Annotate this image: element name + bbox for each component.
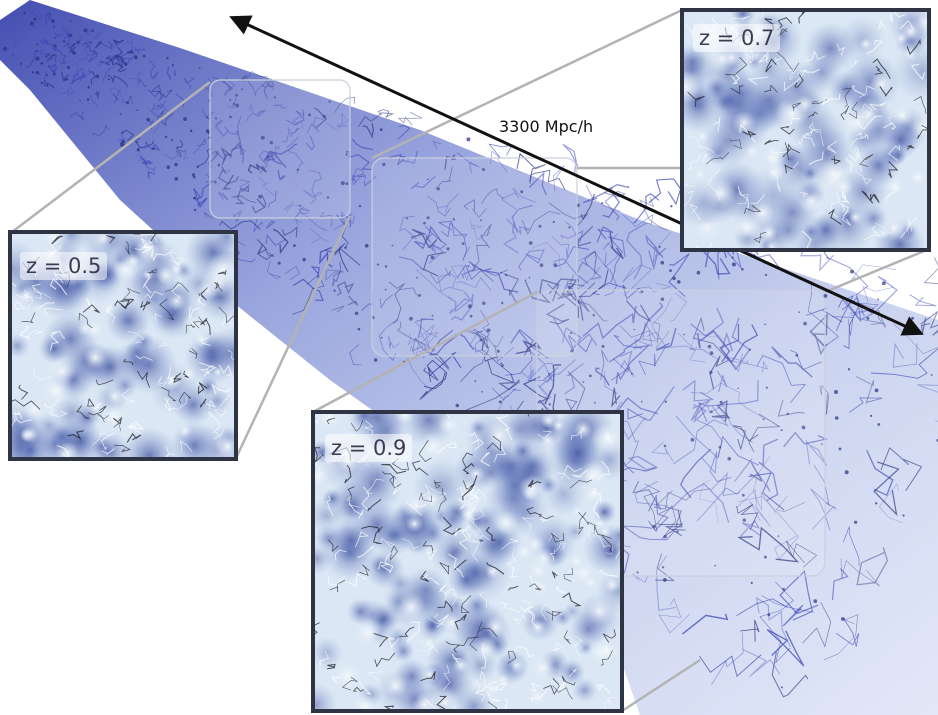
redshift-label-z05: z = 0.5 [20, 252, 108, 281]
inset-z09 [311, 410, 624, 713]
redshift-label-z07: z = 0.7 [693, 24, 781, 53]
inset-frame-z07 [680, 8, 931, 252]
redshift-label-z09: z = 0.9 [325, 434, 413, 463]
slice-outline-z05 [209, 79, 351, 219]
inset-frame-z09 [311, 410, 624, 713]
inset-frame-z05 [8, 230, 238, 461]
inset-z05 [8, 230, 238, 461]
scale-length-label: 3300 Mpc/h [499, 117, 594, 136]
scale-arrow [229, 15, 924, 336]
